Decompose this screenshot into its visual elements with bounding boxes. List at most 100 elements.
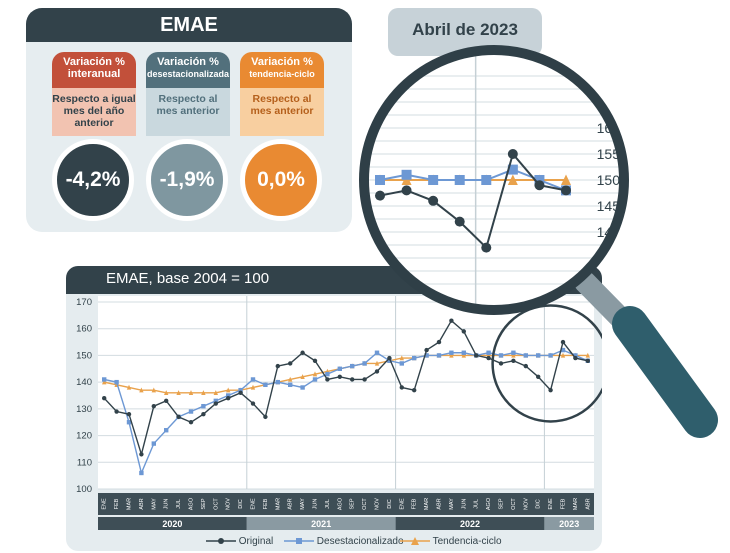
y-tick-label: 140 xyxy=(76,377,92,388)
year-label: 2020 xyxy=(162,519,182,529)
data-point xyxy=(350,363,355,369)
data-point xyxy=(126,420,132,425)
x-tick-label: JUN xyxy=(164,499,170,510)
x-tick-label: MAY xyxy=(151,498,157,510)
data-point xyxy=(164,398,169,404)
lens-data-point xyxy=(507,174,518,185)
data-point xyxy=(337,366,342,371)
data-point xyxy=(536,353,541,358)
data-point xyxy=(350,377,355,382)
data-point xyxy=(176,414,181,420)
data-point xyxy=(275,379,280,385)
data-point xyxy=(374,369,380,374)
card-description: Respecto al mes anterior xyxy=(146,88,230,136)
x-tick-label: DIC xyxy=(387,499,393,509)
y-tick-label: 170 xyxy=(76,297,92,308)
data-point xyxy=(312,371,318,377)
legend: Original Desestacionalizado Tendencia-ci… xyxy=(190,536,590,552)
card-description: Respecto al mes anterior xyxy=(240,88,324,136)
data-point xyxy=(263,382,268,388)
chart-title: EMAE, base 2004 = 100 xyxy=(106,270,270,287)
data-point xyxy=(288,382,293,388)
data-point xyxy=(412,387,417,393)
data-point xyxy=(114,379,119,385)
card-desc-line2: mes anterior xyxy=(156,105,220,117)
card-desc-line1: Respecto al xyxy=(252,93,312,105)
data-point xyxy=(164,390,169,396)
x-tick-label: ABR xyxy=(436,498,442,509)
data-point xyxy=(188,390,194,396)
x-tick-label: FEB xyxy=(412,498,418,509)
data-point xyxy=(374,360,380,366)
data-point xyxy=(288,376,293,382)
card-desc-line1: Respecto al xyxy=(158,93,218,105)
x-tick-label: MAR xyxy=(126,498,132,510)
data-point xyxy=(461,350,466,355)
data-point xyxy=(585,358,590,363)
data-point xyxy=(312,377,318,382)
month-strip xyxy=(98,493,594,515)
magnifier-label: Abril de 2023 xyxy=(412,20,518,39)
data-point xyxy=(449,352,454,358)
year-label: 2022 xyxy=(460,519,480,529)
data-point xyxy=(213,390,218,396)
data-point xyxy=(362,377,367,382)
lens-rim xyxy=(359,45,629,315)
data-point xyxy=(201,390,206,396)
data-point xyxy=(102,379,107,385)
data-point xyxy=(399,361,404,366)
legend-desestacionalizado-swatch xyxy=(284,538,314,545)
card-header: Variación % desestacionalizada xyxy=(146,52,230,88)
data-point xyxy=(461,352,466,358)
emae-summary-card: EMAE Variación % interanual Respecto a i… xyxy=(26,8,352,232)
data-point xyxy=(275,363,280,369)
value-bubble-desestacionalizada: -1,9% xyxy=(146,139,228,221)
x-tick-label: MAY xyxy=(300,498,306,510)
x-tick-label: SEP xyxy=(350,498,356,509)
x-tick-label: OCT xyxy=(362,498,368,510)
data-point xyxy=(461,329,466,334)
data-point xyxy=(387,358,392,363)
x-tick-label: MAR xyxy=(275,498,281,510)
data-point xyxy=(511,352,516,358)
year-band xyxy=(246,517,396,530)
data-point xyxy=(374,350,380,355)
card-header-line1: Variación % xyxy=(157,56,219,68)
magnifier-handle xyxy=(612,306,718,438)
data-point xyxy=(139,470,144,476)
data-point xyxy=(151,387,156,393)
lens-data-point xyxy=(454,175,465,185)
data-point xyxy=(523,363,528,369)
y-tick-label: 110 xyxy=(77,457,92,468)
x-tick-label: OCT xyxy=(213,498,219,510)
x-tick-label: MAY xyxy=(449,498,455,510)
card-header-line2: desestacionalizada xyxy=(146,69,230,79)
data-point xyxy=(523,353,528,358)
data-point xyxy=(126,384,132,390)
value-bubble-interanual: -4,2% xyxy=(52,139,134,221)
data-point xyxy=(201,412,206,417)
data-point xyxy=(201,403,206,409)
lens-data-point xyxy=(454,216,465,227)
x-tick-label: JUL xyxy=(325,499,331,509)
x-tick-label: NOV xyxy=(226,498,232,510)
x-tick-label: SEP xyxy=(201,498,207,509)
lens-data-point xyxy=(375,190,385,201)
x-tick-label: DIC xyxy=(536,499,542,509)
lens-data-point xyxy=(534,175,545,185)
data-point xyxy=(449,350,454,355)
lens-data-point xyxy=(534,180,545,191)
data-point xyxy=(300,374,305,379)
card-header-line2: tendencia-ciclo xyxy=(249,69,315,79)
legend-tendencia: Tendencia-ciclo xyxy=(400,536,502,547)
lens-tick-label: 155 xyxy=(597,146,621,162)
x-tick-label: NOV xyxy=(523,498,529,510)
lens-data-point xyxy=(507,149,518,159)
year-label: 2021 xyxy=(311,519,331,529)
lens-data-point xyxy=(481,175,492,185)
summary-title: EMAE xyxy=(26,8,352,42)
lens-data-point xyxy=(428,175,439,185)
card-header: Variación % interanual xyxy=(52,52,136,88)
data-point xyxy=(312,358,318,363)
data-point xyxy=(486,355,491,361)
